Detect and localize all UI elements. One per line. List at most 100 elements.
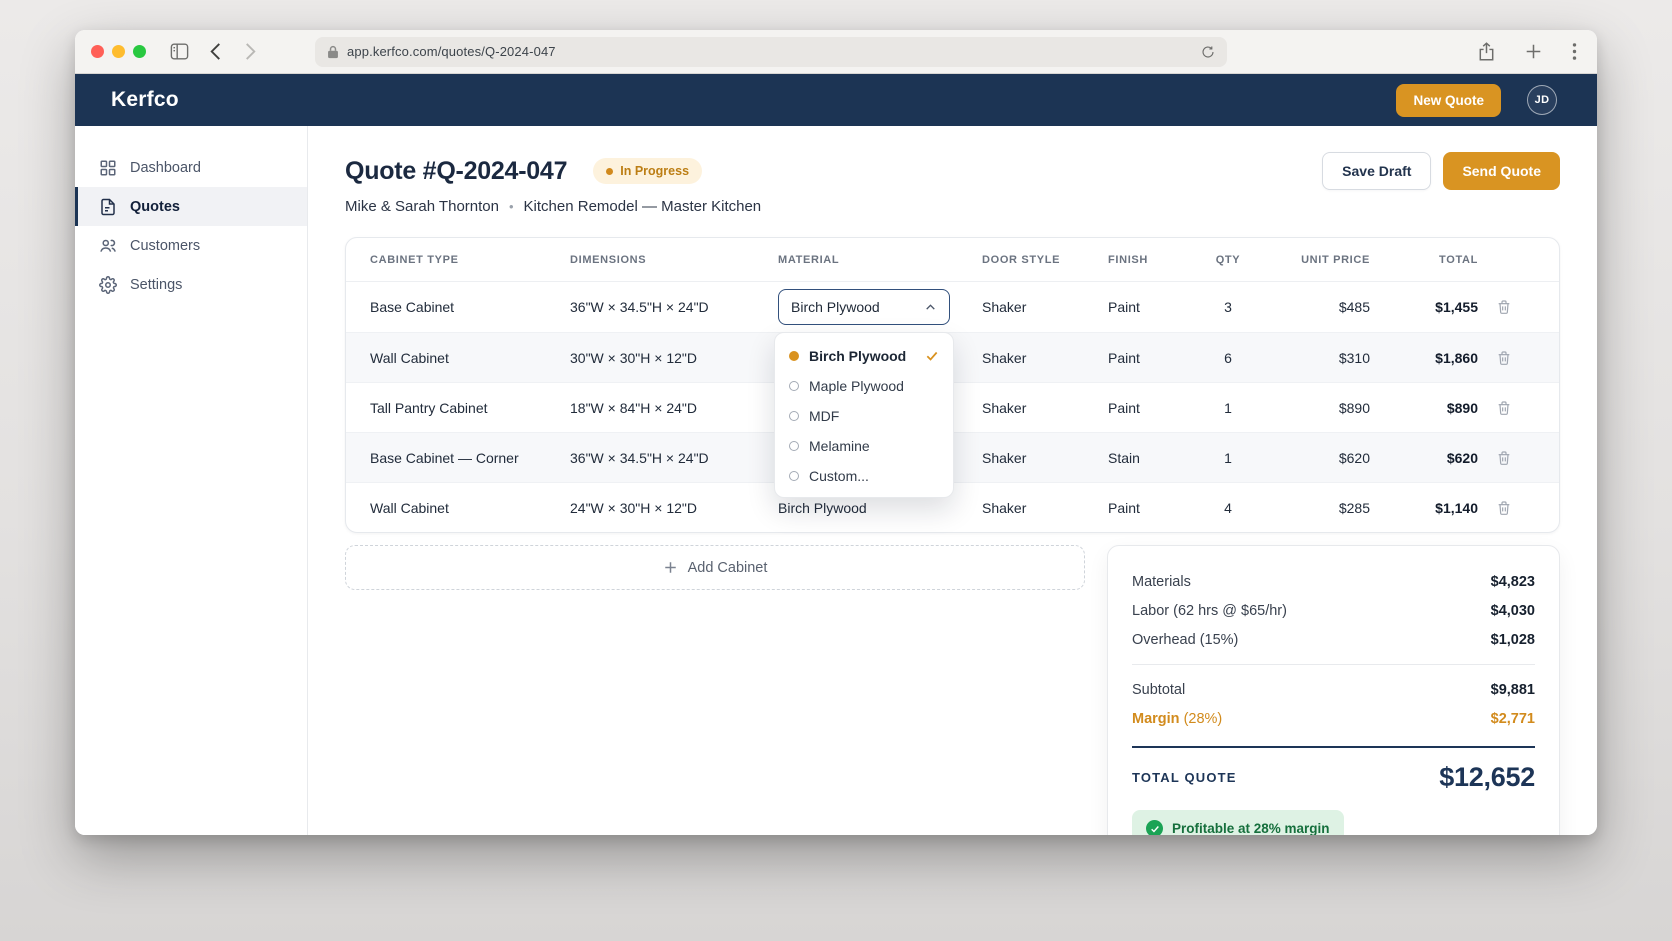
- send-quote-button[interactable]: Send Quote: [1443, 152, 1560, 190]
- total-quote-label: TOTAL QUOTE: [1132, 770, 1237, 785]
- save-draft-button[interactable]: Save Draft: [1322, 152, 1432, 190]
- sidebar-item-settings[interactable]: Settings: [75, 265, 307, 304]
- sidebar-item-label: Dashboard: [130, 159, 201, 176]
- dropdown-option-birch-plywood[interactable]: Birch Plywood: [775, 341, 953, 371]
- material-select-value: Birch Plywood: [791, 299, 880, 315]
- settings-gear-icon: [99, 275, 117, 294]
- delete-row-button[interactable]: [1486, 350, 1522, 366]
- dropdown-option-custom[interactable]: Custom...: [775, 461, 953, 491]
- margin-percent: (28%): [1183, 710, 1223, 727]
- option-label: Maple Plywood: [809, 378, 904, 394]
- material-dropdown-menu: Birch Plywood Maple Plywood MDF: [774, 332, 954, 498]
- dimensions-cell: 36"W × 34.5"H × 24"D: [570, 449, 709, 466]
- column-header: Door Style: [982, 253, 1061, 266]
- door-style-cell: Shaker: [982, 399, 1027, 416]
- unit-price-cell: $285: [1338, 499, 1370, 516]
- summary-row-total: TOTAL QUOTE $12,652: [1132, 758, 1535, 795]
- materials-label: Materials: [1132, 573, 1191, 590]
- zoom-icon[interactable]: [133, 45, 146, 58]
- status-badge: In Progress: [593, 158, 703, 184]
- new-quote-button[interactable]: New Quote: [1396, 83, 1501, 117]
- chevron-up-icon: [926, 303, 935, 310]
- subtotal-value: $9,881: [1490, 681, 1535, 698]
- sidebar-item-dashboard[interactable]: Dashboard: [75, 148, 307, 187]
- column-header: Dimensions: [570, 253, 647, 266]
- total-divider: [1132, 746, 1535, 748]
- new-tab-icon[interactable]: [1525, 43, 1542, 60]
- margin-value: $2,771: [1490, 710, 1535, 727]
- door-style-cell: Shaker: [982, 499, 1027, 516]
- lock-icon: [327, 45, 339, 59]
- quote-subtitle: Mike & Sarah Thornton • Kitchen Remodel …: [345, 198, 1560, 215]
- quote-summary-card: Materials $4,823 Labor (62 hrs @ $65/hr)…: [1107, 545, 1560, 835]
- radio-icon: [789, 381, 799, 391]
- unit-price-cell: $310: [1338, 349, 1370, 366]
- dropdown-option-mdf[interactable]: MDF: [775, 401, 953, 431]
- share-icon[interactable]: [1478, 42, 1495, 61]
- delete-row-button[interactable]: [1486, 500, 1522, 516]
- summary-row-materials: Materials $4,823: [1132, 567, 1535, 596]
- sidebar-item-quotes[interactable]: Quotes: [75, 187, 307, 226]
- status-dot-icon: [606, 167, 614, 175]
- total-cell: $1,860: [1435, 349, 1478, 366]
- summary-row-labor: Labor (62 hrs @ $65/hr) $4,030: [1132, 596, 1535, 625]
- column-header: Cabinet Type: [370, 253, 459, 266]
- finish-cell: Paint: [1108, 349, 1140, 366]
- dropdown-option-maple-plywood[interactable]: Maple Plywood: [775, 371, 953, 401]
- sidebar-item-customers[interactable]: Customers: [75, 226, 307, 265]
- radio-icon: [789, 471, 799, 481]
- add-cabinet-button[interactable]: Add Cabinet: [345, 545, 1085, 590]
- column-header: Total: [1439, 253, 1478, 266]
- dropdown-option-melamine[interactable]: Melamine: [775, 431, 953, 461]
- dimensions-cell: 30"W × 30"H × 12"D: [570, 349, 697, 366]
- option-label: Custom...: [809, 468, 869, 484]
- trash-icon: [1498, 350, 1510, 365]
- trash-icon: [1498, 500, 1510, 515]
- avatar[interactable]: JD: [1527, 85, 1557, 115]
- sidebar: Dashboard Quotes Customers Settings: [75, 126, 308, 835]
- material-cell: Birch Plywood: [778, 499, 867, 516]
- reload-icon[interactable]: [1201, 45, 1215, 59]
- materials-value: $4,823: [1490, 573, 1535, 590]
- delete-row-button[interactable]: [1486, 450, 1522, 466]
- table-header-row: Cabinet Type Dimensions Material Door St…: [346, 238, 1559, 282]
- success-check-icon: [1146, 820, 1163, 835]
- column-header: Material: [778, 253, 840, 266]
- finish-cell: Paint: [1108, 499, 1140, 516]
- door-style-cell: Shaker: [982, 299, 1027, 315]
- radio-selected-icon: [789, 351, 799, 361]
- door-style-cell: Shaker: [982, 349, 1027, 366]
- margin-label: Margin: [1132, 710, 1180, 727]
- option-label: Melamine: [809, 438, 870, 454]
- option-label: MDF: [809, 408, 840, 424]
- material-cell: Birch Plywood Birch Plywood Map: [774, 289, 974, 498]
- checkmark-icon: [926, 351, 938, 361]
- trash-icon: [1498, 300, 1510, 314]
- sidebar-toggle-icon[interactable]: [170, 43, 189, 60]
- material-select[interactable]: Birch Plywood: [778, 289, 950, 325]
- total-cell: $1,455: [1435, 299, 1478, 315]
- minimize-icon[interactable]: [112, 45, 125, 58]
- cabinet-type-cell: Base Cabinet — Corner: [370, 449, 519, 466]
- qty-cell: 6: [1224, 349, 1232, 366]
- cabinet-type-cell: Base Cabinet: [370, 299, 455, 315]
- column-header: Qty: [1215, 253, 1241, 266]
- delete-row-button[interactable]: [1486, 400, 1522, 416]
- main-content: Quote #Q-2024-047 In Progress Save Draft…: [308, 126, 1597, 835]
- overflow-menu-icon[interactable]: [1572, 43, 1577, 60]
- table-row: Base Cabinet 36"W × 34.5"H × 24"D Birch …: [346, 282, 1559, 498]
- labor-label: Labor (62 hrs @ $65/hr): [1132, 602, 1287, 619]
- unit-price-cell: $620: [1338, 449, 1370, 466]
- brand-logo: Kerfco: [111, 88, 179, 111]
- delete-row-button[interactable]: [1486, 299, 1522, 315]
- qty-cell: 1: [1224, 399, 1232, 416]
- page-title: Quote #Q-2024-047: [345, 156, 568, 185]
- forward-chevron-icon[interactable]: [244, 43, 257, 60]
- profitability-badge: Profitable at 28% margin: [1132, 810, 1344, 835]
- close-icon[interactable]: [91, 45, 104, 58]
- qty-cell: 1: [1224, 449, 1232, 466]
- sidebar-item-label: Quotes: [130, 198, 180, 215]
- address-bar[interactable]: app.kerfco.com/quotes/Q-2024-047: [315, 36, 1227, 67]
- back-chevron-icon[interactable]: [209, 43, 222, 60]
- toolbar-right-icons: [1478, 42, 1581, 61]
